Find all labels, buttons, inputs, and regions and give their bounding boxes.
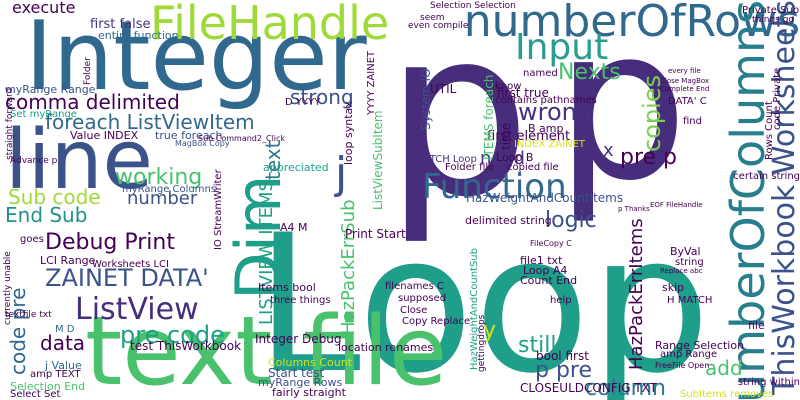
cloud-word: copied file — [507, 163, 559, 173]
cloud-word: goes — [20, 235, 44, 245]
cloud-word: ThisWorkbook Worksheets — [770, 0, 800, 395]
cloud-word: Select Set — [10, 390, 60, 400]
cloud-word: Complete End — [660, 86, 709, 93]
cloud-word: things go — [752, 16, 794, 25]
cloud-word: know — [495, 82, 521, 92]
cloud-word: DATA' C — [668, 97, 707, 107]
cloud-word: even compile — [408, 22, 468, 31]
cloud-word: code Private — [773, 68, 783, 130]
cloud-word: Sub Command2_Click — [198, 135, 285, 143]
cloud-word: Items bool — [258, 282, 316, 293]
cloud-word: skip — [662, 282, 684, 293]
cloud-word: Count End — [520, 275, 577, 286]
cloud-word: named — [523, 69, 558, 79]
cloud-word: FreeFile Open — [655, 362, 709, 370]
cloud-word: Replace abc — [660, 268, 703, 275]
cloud-word: HazPackErrSub — [340, 199, 358, 335]
cloud-word: myRange Columns — [122, 185, 216, 195]
cloud-word: Nexts — [558, 62, 621, 84]
cloud-word: find — [683, 117, 702, 127]
cloud-word: HazWeightAndCountItems — [466, 192, 623, 204]
cloud-word: INDEX ZAINET — [514, 140, 585, 150]
cloud-word: CLOSEULDCONFIG TXT — [520, 382, 657, 394]
cloud-word: help — [550, 296, 572, 306]
cloud-word: D YYYY — [285, 98, 320, 108]
cloud-word: ITEMS foreach — [483, 75, 495, 160]
cloud-word: Value INDEX — [70, 130, 138, 141]
cloud-word: p pre — [535, 360, 592, 382]
cloud-word: H MATCH — [667, 296, 712, 306]
cloud-word: Folder — [84, 57, 93, 85]
cloud-word: End Sub — [5, 205, 87, 225]
cloud-word: LCI Range — [40, 255, 95, 266]
cloud-word: bool first — [536, 350, 589, 362]
cloud-word: System IO — [420, 68, 432, 130]
cloud-word: certain string — [733, 172, 800, 182]
cloud-word: Debug Print — [45, 232, 175, 254]
cloud-word: string within — [738, 378, 800, 388]
cloud-word: straight forward — [6, 88, 15, 160]
cloud-word: execute — [12, 0, 75, 16]
cloud-word: Integer Debug — [255, 333, 341, 345]
cloud-word: SubItems removes — [680, 390, 773, 400]
cloud-word: amp TEXT — [30, 370, 81, 380]
cloud-word: every file — [668, 68, 701, 75]
cloud-word: UTIL — [430, 83, 456, 95]
cloud-word: supposed — [398, 294, 446, 304]
cloud-word: location renames — [338, 342, 433, 353]
cloud-word: Print Start — [345, 228, 406, 240]
cloud-word: data — [40, 333, 85, 353]
cloud-word: A4 M — [280, 222, 308, 233]
cloud-word: fairly straight — [272, 387, 346, 398]
cloud-word: ByVal — [670, 246, 701, 257]
cloud-word: YYYY ZAINET — [367, 51, 377, 115]
cloud-word: B amp — [528, 123, 563, 134]
cloud-word: test ThisWorkbook — [130, 340, 241, 352]
cloud-word: FileCopy C — [530, 240, 572, 248]
cloud-word: x — [603, 142, 614, 160]
cloud-word: contains pathnames — [495, 96, 597, 106]
cloud-word: three things — [270, 296, 331, 306]
cloud-word: myRange Range — [5, 84, 95, 95]
cloud-word: ListViewSubItem — [372, 110, 384, 210]
cloud-word: FileHandle — [150, 0, 389, 46]
cloud-word: IO StreamWriter — [214, 169, 224, 250]
cloud-word: delimited string — [465, 215, 552, 226]
cloud-word: M D — [55, 325, 75, 335]
cloud-word: add — [705, 358, 743, 378]
cloud-word: appreciated — [263, 162, 329, 173]
cloud-word: HazPackErrItems — [628, 218, 646, 370]
cloud-word: Worksheets LCI — [92, 260, 169, 270]
cloud-word: EOF FileHandle — [650, 202, 703, 209]
cloud-word: filenames C — [385, 282, 444, 292]
cloud-word: Folder file — [445, 163, 494, 173]
cloud-word: Close — [400, 306, 427, 316]
cloud-word: Advance p — [10, 157, 57, 166]
cloud-word: file — [748, 320, 765, 331]
cloud-word: time — [500, 123, 512, 150]
cloud-word: Set myRange — [10, 110, 77, 120]
cloud-word: currently unable — [4, 251, 13, 325]
cloud-word: logic — [545, 210, 597, 232]
cloud-word: loop syntax — [343, 101, 354, 165]
cloud-word: p Thanks — [618, 206, 650, 213]
cloud-word: amp Range — [660, 350, 717, 360]
cloud-word: pre p — [620, 147, 677, 169]
cloud-word: Copy Replace — [402, 317, 470, 327]
cloud-word: gettingdrops — [478, 315, 487, 372]
cloud-word: Selection Selection — [430, 2, 516, 11]
cloud-word: Close MagBox — [660, 78, 709, 85]
cloud-word: entire function — [98, 30, 179, 41]
